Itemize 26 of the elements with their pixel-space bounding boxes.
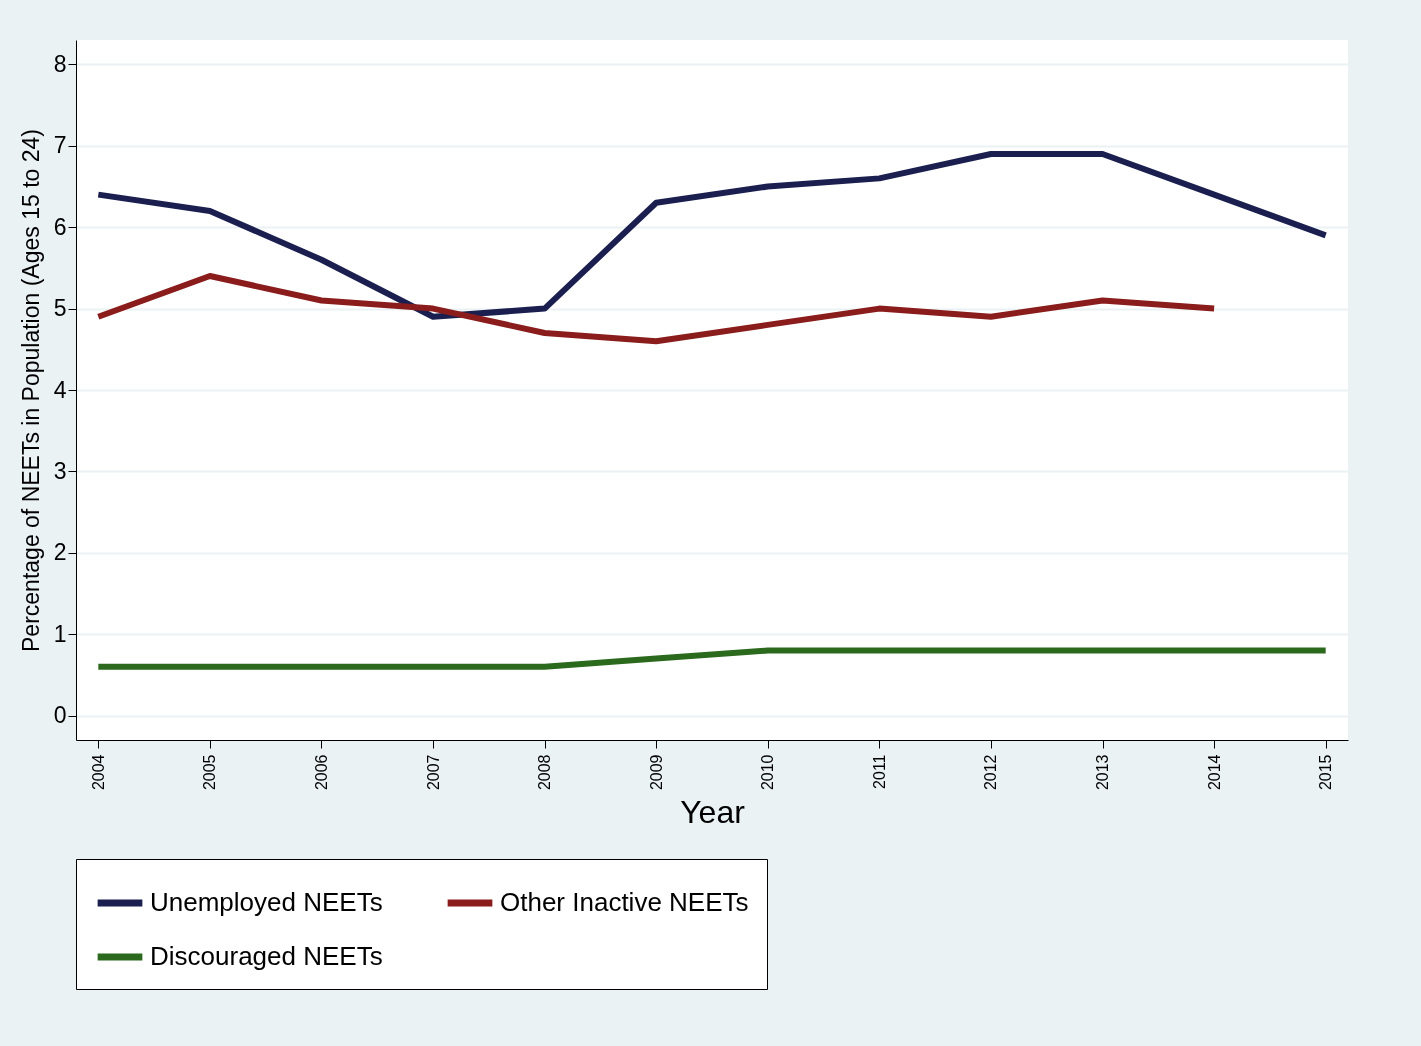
y-tick-label: 6 xyxy=(53,213,67,240)
x-tick-label: 2006 xyxy=(312,754,330,791)
y-tick-label: 2 xyxy=(53,539,67,566)
x-tick-label: 2014 xyxy=(1205,754,1223,791)
x-tick-label: 2007 xyxy=(424,754,442,791)
y-tick-label: 7 xyxy=(53,132,67,159)
x-axis-title: Year xyxy=(680,794,746,831)
x-tick-label: 2009 xyxy=(647,754,665,791)
x-tick-label: 2011 xyxy=(870,754,888,789)
y-axis-title: Percentage of NEETs in Population (Ages 15 to 24) xyxy=(17,129,44,652)
y-tick-label: 8 xyxy=(53,50,67,77)
legend-label: Other Inactive NEETs xyxy=(500,887,749,917)
legend-label: Discouraged NEETs xyxy=(150,941,383,971)
x-tick-label: 2010 xyxy=(759,754,777,791)
x-tick-label: 2004 xyxy=(89,754,107,791)
x-tick-label: 2008 xyxy=(536,754,554,791)
x-tick-label: 2005 xyxy=(201,754,219,791)
y-tick-label: 5 xyxy=(53,295,67,322)
x-tick-label: 2015 xyxy=(1317,754,1335,791)
legend-label: Unemployed NEETs xyxy=(150,887,383,917)
y-tick-label: 4 xyxy=(53,376,67,403)
x-tick-label: 2013 xyxy=(1094,754,1112,791)
y-tick-label: 0 xyxy=(53,702,67,729)
y-tick-label: 1 xyxy=(53,620,67,647)
x-tick-label: 2012 xyxy=(982,754,1000,791)
y-tick-label: 3 xyxy=(53,457,67,484)
